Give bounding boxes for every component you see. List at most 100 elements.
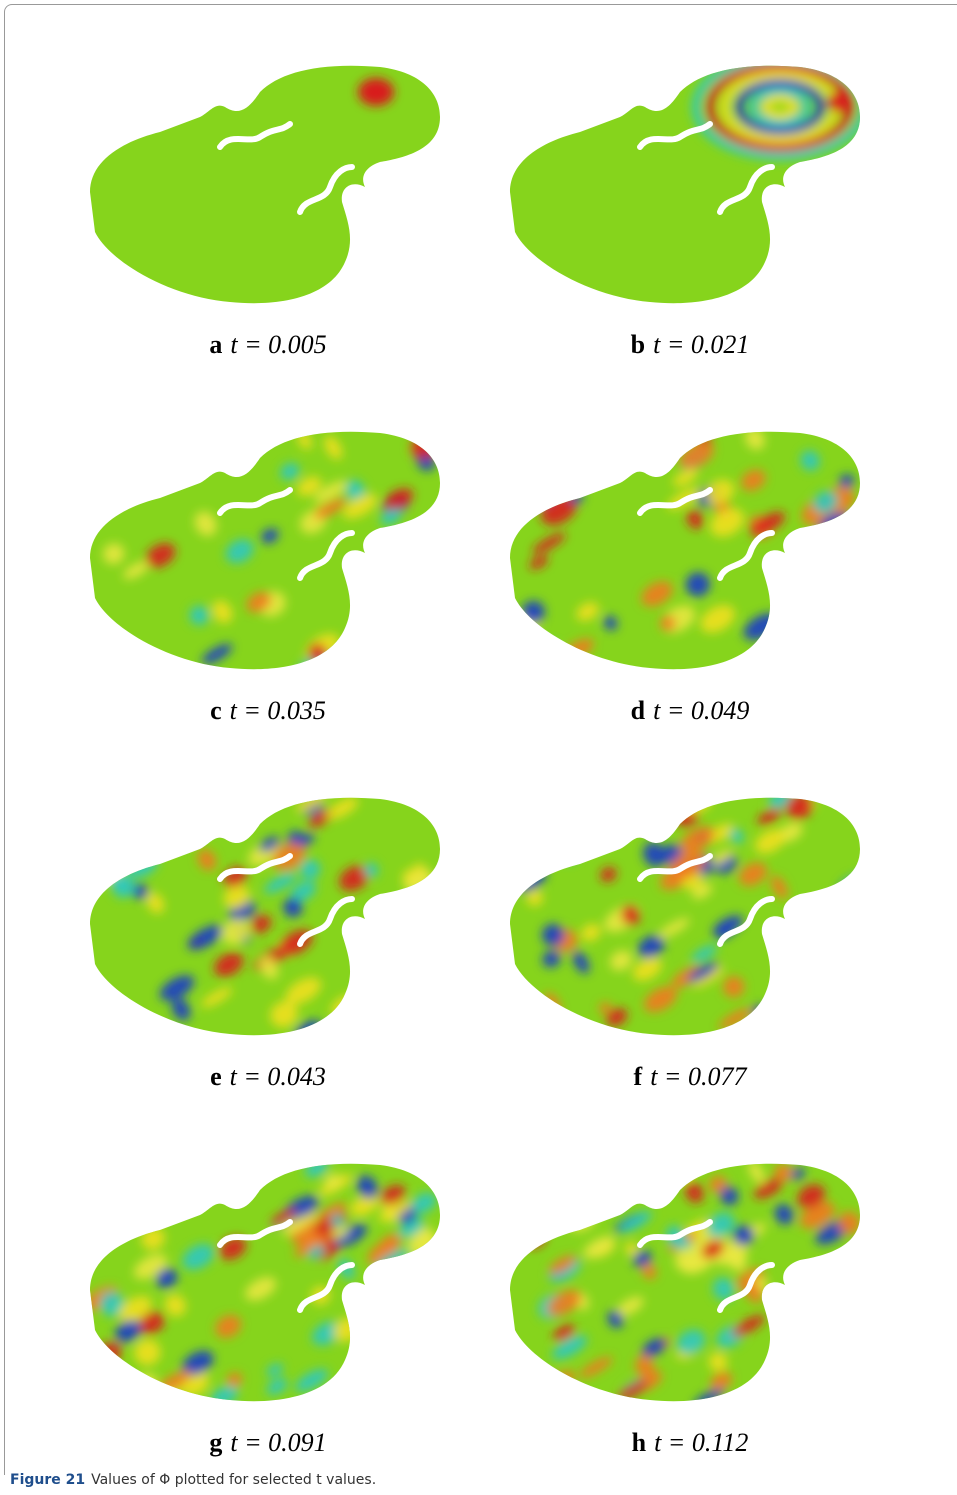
blob — [754, 1178, 783, 1199]
blob — [529, 555, 549, 570]
blob — [548, 1255, 577, 1275]
blob — [708, 1352, 728, 1372]
blob — [774, 1204, 794, 1225]
blob — [115, 1320, 142, 1343]
blob — [294, 1234, 329, 1257]
blob — [380, 508, 402, 526]
blob — [270, 1001, 298, 1028]
blob — [676, 1329, 706, 1355]
violin-plot — [90, 65, 440, 304]
violin-body — [510, 797, 860, 1036]
panel-letter: b — [630, 330, 646, 359]
blob — [379, 1234, 402, 1252]
blob — [635, 1356, 655, 1376]
blob — [619, 1211, 652, 1233]
blob — [285, 977, 322, 1005]
f-hole — [717, 896, 775, 947]
field-overlay — [358, 78, 394, 106]
field-blobs — [692, 65, 860, 160]
blob — [339, 865, 370, 891]
blob — [600, 867, 617, 882]
blob — [116, 873, 135, 896]
panel-letter: g — [209, 1428, 223, 1457]
blob — [572, 951, 590, 974]
f-hole — [297, 1262, 355, 1313]
blob — [280, 463, 300, 481]
field-blobs — [358, 78, 394, 106]
panel-letter: h — [631, 1428, 647, 1457]
blob — [685, 1182, 704, 1203]
panel-letter: d — [630, 696, 646, 725]
blob — [609, 950, 633, 971]
blob — [297, 476, 322, 497]
f-hole — [717, 530, 775, 581]
blob — [828, 92, 852, 112]
blob — [642, 1263, 657, 1280]
blob — [164, 1294, 186, 1317]
f-hole — [637, 121, 713, 150]
ring — [735, 79, 825, 135]
blob — [324, 435, 343, 460]
blob — [712, 915, 743, 938]
blob — [621, 905, 640, 926]
field-blobs — [90, 1163, 438, 1402]
blob — [658, 917, 690, 939]
blob — [290, 881, 317, 902]
blob — [686, 510, 704, 530]
blob — [812, 490, 839, 514]
f-hole — [217, 853, 293, 882]
blob — [641, 581, 673, 607]
blob — [223, 885, 250, 909]
blob — [282, 1215, 313, 1236]
blob — [531, 486, 559, 506]
blob — [637, 935, 665, 958]
panel-equation: t = 0.077 — [650, 1062, 747, 1091]
violin-plot — [90, 431, 440, 670]
f-hole — [297, 896, 355, 947]
blob — [642, 1338, 667, 1357]
blob — [674, 1246, 702, 1272]
blob — [533, 641, 559, 666]
blob — [245, 1277, 277, 1301]
blob — [380, 1184, 406, 1206]
blob — [687, 962, 719, 983]
blob — [723, 976, 745, 998]
blob — [201, 987, 233, 1008]
blob — [748, 1163, 765, 1184]
blob — [317, 1202, 347, 1223]
blob — [732, 1315, 765, 1337]
blob — [330, 1213, 345, 1229]
blob — [726, 1247, 747, 1268]
blob — [134, 1339, 161, 1366]
caption-label: Figure 21 — [10, 1472, 86, 1488]
blob — [532, 532, 566, 554]
blob — [562, 849, 579, 863]
blob — [547, 1290, 582, 1317]
blob — [749, 1387, 781, 1402]
panel-letter: a — [209, 330, 223, 359]
blob — [710, 508, 745, 537]
blob — [145, 543, 176, 568]
blob — [283, 897, 303, 918]
blob — [790, 1167, 806, 1180]
blob — [383, 488, 414, 511]
blob — [334, 1224, 368, 1247]
blob — [700, 604, 735, 633]
blob — [264, 872, 297, 894]
blob — [599, 1002, 612, 1014]
blob — [171, 998, 191, 1021]
blob — [692, 883, 713, 899]
blob — [225, 539, 254, 564]
blob — [266, 1363, 284, 1377]
blob — [701, 1240, 725, 1259]
blob — [797, 1184, 826, 1209]
blob — [103, 543, 125, 565]
blob — [643, 842, 666, 867]
blob — [324, 1173, 342, 1189]
blob — [246, 591, 272, 613]
blob — [730, 828, 744, 844]
blob — [221, 918, 251, 945]
